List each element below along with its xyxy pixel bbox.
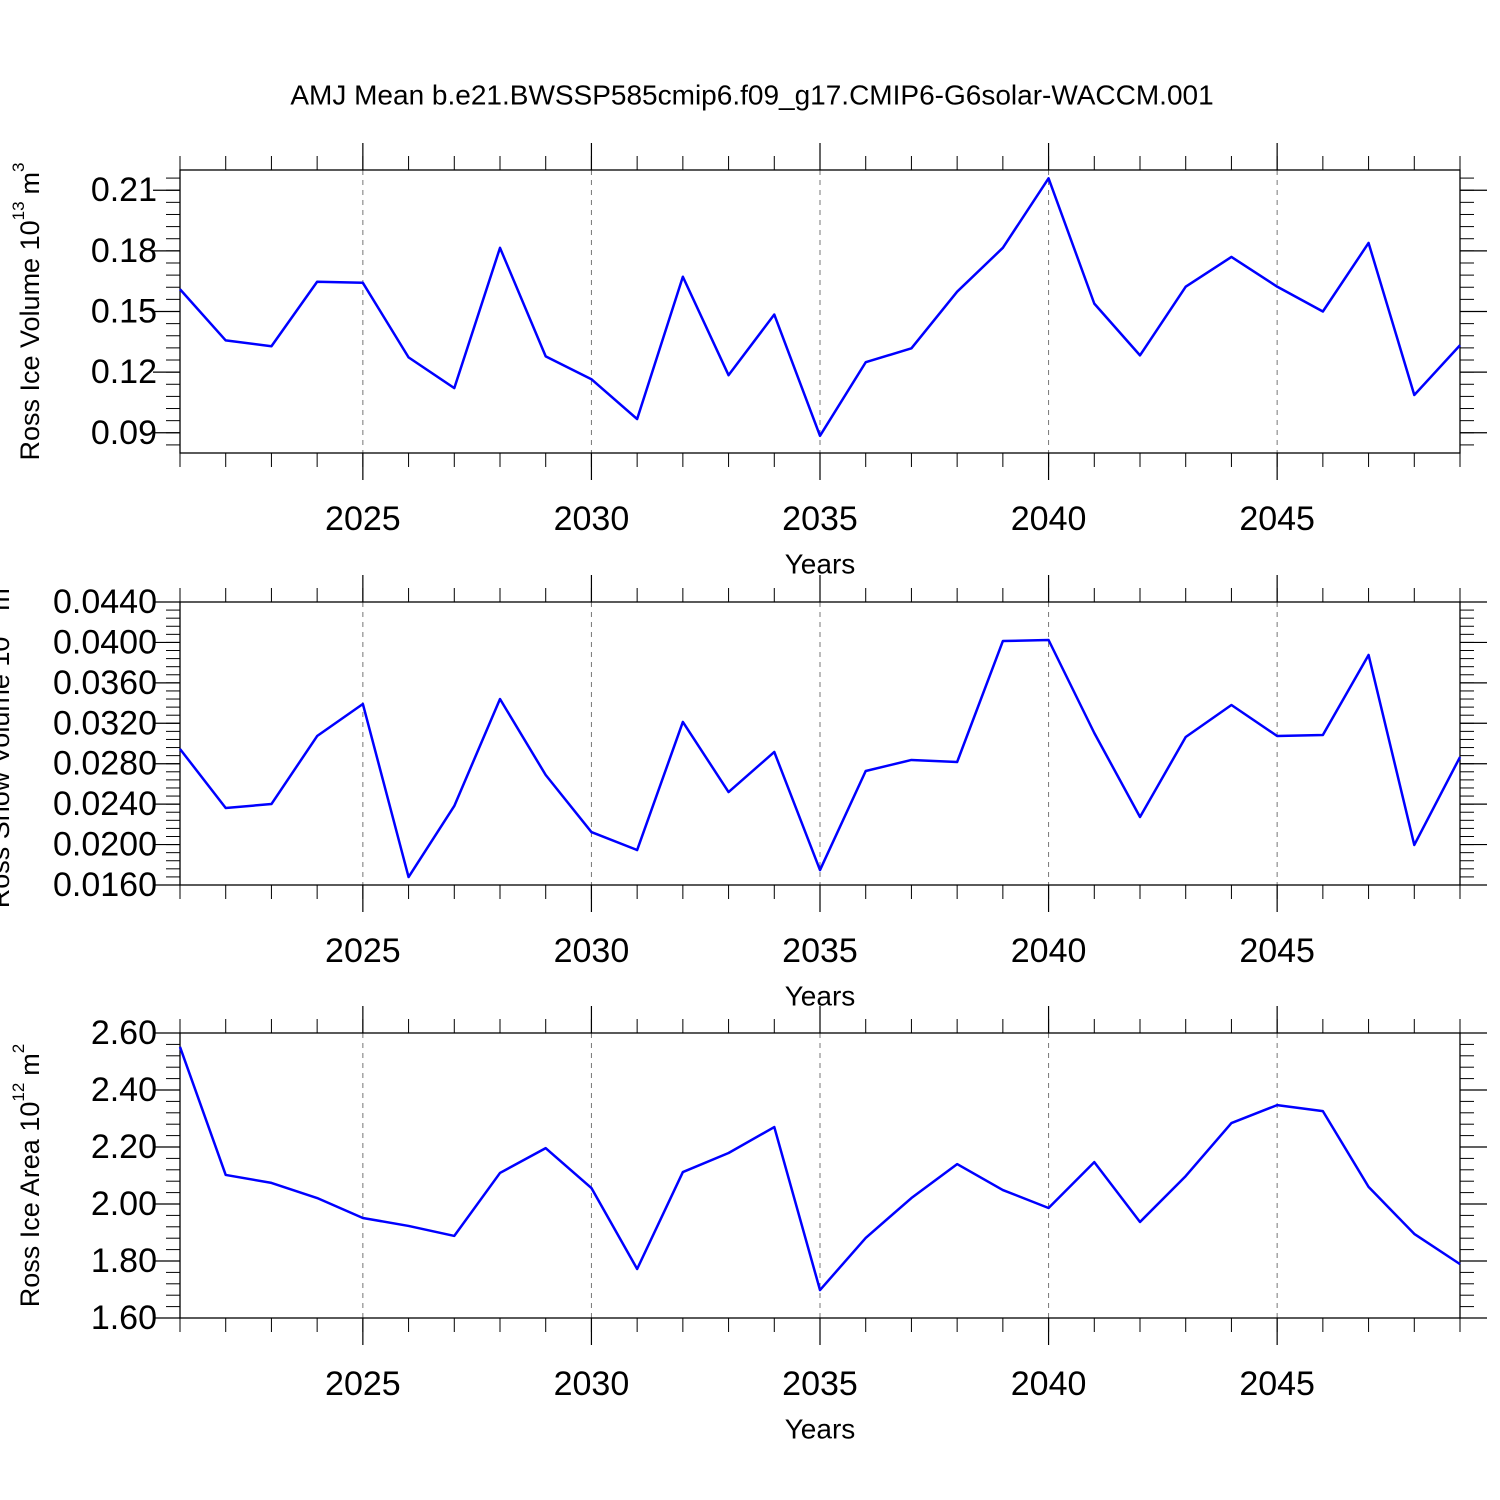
y-tick-label: 0.0360 [53, 664, 157, 702]
y-axis-label-text: Ross Snow Volume 10 [0, 637, 15, 909]
y-tick-label: 2.00 [91, 1185, 157, 1223]
y-axis-label-unit-exp: 3 [9, 162, 28, 171]
y-axis-label-text: Ross Ice Area 10 [15, 1102, 45, 1308]
data-line [179, 638, 1462, 879]
y-tick-label: 0.0160 [53, 866, 157, 904]
y-tick-label: 0.15 [91, 292, 157, 330]
x-tick-label: 2035 [782, 932, 858, 970]
y-tick-label: 0.09 [91, 414, 157, 452]
x-axis-label: Years [785, 548, 856, 579]
y-tick-label: 0.18 [91, 232, 157, 270]
y-axis-label-unit-exp: 2 [9, 1044, 28, 1053]
plot-frame [179, 169, 1461, 454]
x-tick-label: 2040 [1011, 932, 1087, 970]
y-tick-label: 2.40 [91, 1071, 157, 1109]
y-axis-label-unit: m [0, 588, 15, 611]
y-axis-label-unit: m [15, 172, 45, 195]
y-axis-label-text: Ross Ice Volume 10 [15, 220, 45, 460]
y-tick-label: 1.60 [91, 1299, 157, 1337]
y-tick-label: 0.0200 [53, 826, 157, 864]
y-tick-label: 0.21 [91, 171, 157, 209]
y-axis-label: Ross Ice Volume 1013 m3 [9, 162, 45, 460]
x-tick-label: 2045 [1239, 932, 1315, 970]
x-tick-label: 2025 [325, 1365, 401, 1403]
y-axis-label: Ross Ice Area 1012 m2 [9, 1044, 45, 1308]
figure-title: AMJ Mean b.e21.BWSSP585cmip6.f09_g17.CMI… [290, 79, 1213, 110]
y-tick-label: 0.0280 [53, 745, 157, 783]
x-tick-label: 2025 [325, 500, 401, 538]
x-tick-label: 2030 [554, 1365, 630, 1403]
data-line [179, 177, 1461, 438]
x-tick-label: 2035 [782, 500, 858, 538]
y-axis-label-exp: 13 [9, 201, 28, 220]
plot-frame [179, 601, 1461, 886]
y-tick-label: 2.60 [91, 1014, 157, 1052]
y-tick-label: 1.80 [91, 1242, 157, 1280]
x-tick-label: 2040 [1011, 1365, 1087, 1403]
x-tick-label: 2025 [325, 932, 401, 970]
x-tick-label: 2040 [1011, 500, 1087, 538]
y-tick-label: 2.20 [91, 1128, 157, 1166]
y-axis-label-exp: 12 [9, 1083, 28, 1102]
y-tick-label: 0.0400 [53, 623, 157, 661]
y-tick-label: 0.0440 [53, 583, 157, 621]
y-tick-label: 0.0240 [53, 785, 157, 823]
x-tick-label: 2035 [782, 1365, 858, 1403]
data-line [178, 1046, 1461, 1292]
panel: 2025 2030 2035 2040 2045 Years 1.60 1.80 2.00 2.2… [9, 1006, 1487, 1444]
x-tick-label: 2030 [554, 932, 630, 970]
panel: 2025 2030 2035 2040 2045Years0.01600.02000.0… [0, 575, 1487, 1011]
y-axis-label: Ross Snow Volume 1012m3 [0, 579, 15, 909]
x-tick-label: 2045 [1239, 500, 1315, 538]
x-axis-label: Years [785, 1413, 856, 1444]
y-axis-label-unit: m [15, 1053, 45, 1076]
x-tick-label: 2045 [1239, 1365, 1315, 1403]
y-tick-label: 0.0320 [53, 704, 157, 742]
y-tick-label: 0.12 [91, 353, 157, 391]
panel: 2025 2030 2035 2040 2045 Years 0.09 0.12 0.15 0.1… [9, 143, 1487, 579]
x-tick-label: 2030 [554, 500, 630, 538]
plot-frame [179, 1032, 1461, 1319]
